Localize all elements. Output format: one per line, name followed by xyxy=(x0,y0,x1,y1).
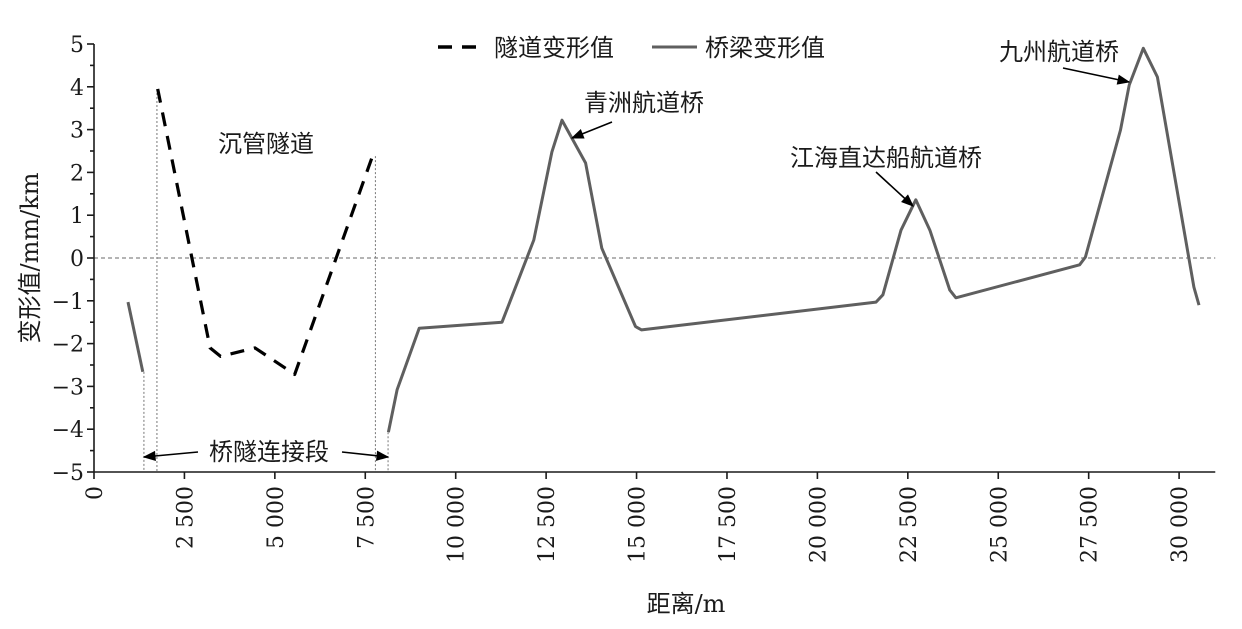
x-tick-label: 2 500 xyxy=(173,486,198,549)
y-tick-label: −1 xyxy=(52,290,84,315)
x-ticks: 0 2 500 5 000 7 500 10 000 12 500 15 000 17 500… xyxy=(83,472,1193,563)
x-axis-title: 距离/m xyxy=(647,590,726,618)
annotation-immersed-tunnel: 沉管隧道 xyxy=(218,130,314,158)
tunnel-deformation-line xyxy=(156,88,375,376)
annotation-jiuzhou-bridge: 九州航道桥 xyxy=(999,38,1119,66)
x-tick-label: 12 500 xyxy=(535,486,560,563)
x-tick-label: 15 000 xyxy=(626,486,651,563)
y-tick-label: 0 xyxy=(70,247,84,272)
x-tick-label: 10 000 xyxy=(445,486,470,563)
annotations: 沉管隧道 青洲航道桥 江海直达船航道桥 九州航道桥 桥隧连接段 xyxy=(142,38,1131,466)
plot-area xyxy=(94,46,1216,472)
annotation-arrows xyxy=(142,67,1131,462)
connection-guide-lines xyxy=(143,88,389,472)
x-axis: 0 2 500 5 000 7 500 10 000 12 500 15 000 17 500… xyxy=(83,471,1216,618)
annotation-bridge-tunnel-connection: 桥隧连接段 xyxy=(209,438,329,466)
x-tick-label: 27 500 xyxy=(1078,486,1103,563)
annotation-qingzhou-bridge: 青洲航道桥 xyxy=(584,89,704,117)
x-tick-label: 20 000 xyxy=(806,486,831,563)
x-tick-label: 22 500 xyxy=(897,486,922,563)
x-tick-label: 0 xyxy=(83,486,108,500)
annotation-arrow xyxy=(1062,67,1131,85)
x-tick-label: 17 500 xyxy=(716,486,741,563)
x-tick-label: 7 500 xyxy=(354,486,379,549)
y-tick-label: −2 xyxy=(52,333,84,358)
x-tick-label: 5 000 xyxy=(264,486,289,549)
y-ticks: 5 4 3 2 1 0 −1 −2 −3 −4 −5 xyxy=(52,33,94,486)
legend-bridge-label: 桥梁变形值 xyxy=(705,34,825,62)
y-tick-label: −3 xyxy=(52,375,84,400)
y-axis: 5 4 3 2 1 0 −1 −2 −3 −4 −5 变形值/mm/km xyxy=(16,33,95,486)
legend-tunnel-label: 隧道变形值 xyxy=(494,34,614,62)
y-tick-label: 4 xyxy=(70,76,84,101)
y-tick-label: 1 xyxy=(70,204,84,229)
series-layer xyxy=(126,46,1201,433)
y-tick-label: −5 xyxy=(52,461,84,486)
x-tick-label: 30 000 xyxy=(1168,486,1193,563)
bridge-deformation-line xyxy=(126,301,145,373)
y-tick-label: 5 xyxy=(70,33,84,58)
connection-arrow-left xyxy=(142,450,199,462)
y-tick-label: 3 xyxy=(70,119,84,144)
bridge-deformation-line xyxy=(386,46,1201,433)
annotation-arrow xyxy=(875,171,914,207)
x-tick-label: 25 000 xyxy=(987,486,1012,563)
y-tick-label: −4 xyxy=(52,418,84,443)
y-axis-title: 变形值/mm/km xyxy=(16,172,44,343)
y-tick-label: 2 xyxy=(70,161,84,186)
connection-arrow-right xyxy=(341,450,390,461)
annotation-arrow xyxy=(570,121,613,139)
annotation-jianghai-bridge: 江海直达船航道桥 xyxy=(790,144,982,172)
legend: 隧道变形值 桥梁变形值 xyxy=(438,34,825,62)
